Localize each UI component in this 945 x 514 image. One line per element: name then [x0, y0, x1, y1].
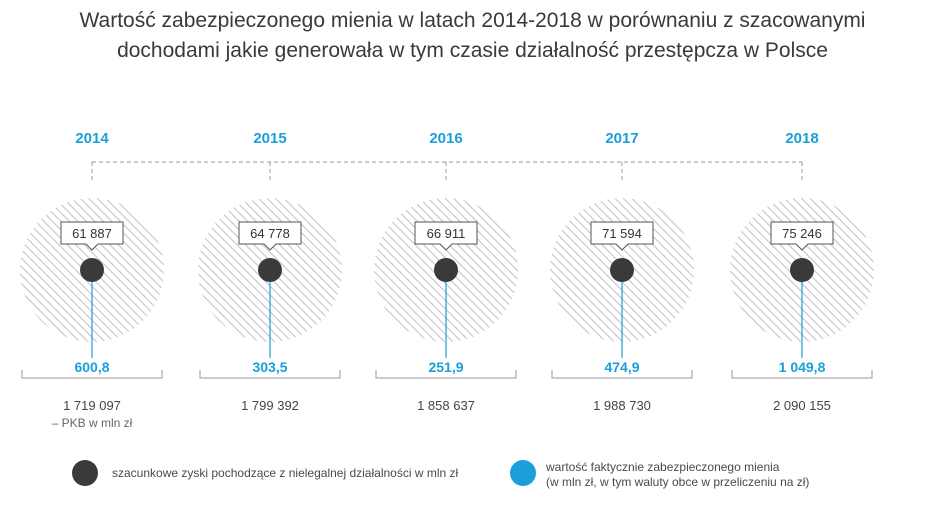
illegal-profit-label: 75 246 [782, 226, 822, 241]
value-box [238, 221, 302, 251]
value-box [770, 221, 834, 251]
chart-title: Wartość zabezpieczonego mienia w latach … [0, 6, 945, 66]
legend-blue-label: wartość faktycznie zabezpieczonego mieni… [546, 460, 809, 490]
gdp-note: – PKB w mln zł [52, 416, 133, 430]
gdp-label: 1 799 392 [241, 398, 299, 413]
chart-title-line1: Wartość zabezpieczonego mienia w latach … [79, 9, 866, 32]
legend-dark-dot-icon [72, 460, 98, 486]
secured-value-label: 1 049,8 [779, 359, 826, 375]
legend-blue-label-line2: (w mln zł, w tym waluty obce w przelicze… [546, 475, 810, 489]
secured-value-label: 251,9 [428, 359, 463, 375]
value-box [590, 221, 654, 251]
illegal-profit-dot [790, 258, 814, 282]
illegal-profit-label: 66 911 [427, 226, 466, 241]
gdp-label: 1 719 097 [63, 398, 121, 413]
illegal-profit-label: 61 887 [72, 226, 112, 241]
illegal-profit-label: 64 778 [250, 226, 290, 241]
legend-blue-label-line1: wartość faktycznie zabezpieczonego mieni… [546, 460, 780, 474]
year-label: 2017 [605, 130, 638, 147]
secured-value-label: 474,9 [604, 359, 639, 375]
illegal-profit-dot [80, 258, 104, 282]
gdp-label: 1 858 637 [417, 398, 475, 413]
illegal-profit-dot [610, 258, 634, 282]
chart-title-line2: dochodami jakie generowała w tym czasie … [117, 39, 828, 62]
gdp-label: 2 090 155 [773, 398, 831, 413]
year-label: 2016 [429, 130, 462, 147]
gdp-bracket [551, 370, 693, 379]
illegal-profit-dot [258, 258, 282, 282]
gdp-bracket [21, 370, 163, 379]
secured-value-label: 303,5 [252, 359, 287, 375]
year-label: 2018 [785, 130, 818, 147]
gdp-bracket [375, 370, 517, 379]
gdp-bracket [731, 370, 873, 379]
year-label: 2014 [75, 130, 109, 147]
gdp-bracket [199, 370, 341, 379]
legend-dark-label: szacunkowe zyski pochodzące z nielegalne… [112, 466, 459, 480]
value-box [60, 221, 124, 251]
gdp-label: 1 988 730 [593, 398, 651, 413]
value-box [414, 221, 478, 251]
secured-value-label: 600,8 [74, 359, 109, 375]
illegal-profit-dot [434, 258, 458, 282]
legend-blue-dot-icon [510, 460, 536, 486]
year-label: 2015 [253, 130, 286, 147]
illegal-profit-label: 71 594 [602, 226, 642, 241]
